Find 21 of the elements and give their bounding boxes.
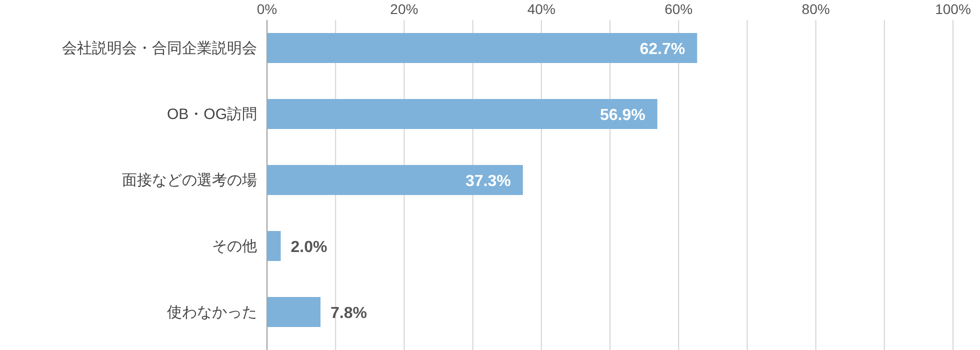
y-tick-label: 面接などの選考の場 — [122, 172, 257, 189]
x-tick-label: 80% — [802, 1, 830, 17]
bar — [267, 165, 523, 195]
x-tick-label: 0% — [256, 1, 278, 17]
data-label: 2.0% — [290, 239, 328, 256]
x-tick-label: 60% — [664, 1, 693, 17]
data-label: 7.8% — [330, 305, 367, 322]
bar — [267, 297, 321, 327]
x-tick-label: 40% — [527, 1, 556, 17]
y-tick-label: 使わなかった — [167, 304, 257, 321]
data-label: 37.3% — [466, 173, 511, 190]
y-tick-label: 会社説明会・合同企業説明会 — [62, 40, 257, 57]
bar — [267, 33, 698, 63]
data-label: 56.9% — [600, 107, 646, 124]
y-tick-label: その他 — [212, 238, 257, 255]
x-tick-label: 20% — [390, 1, 418, 17]
bar — [267, 99, 658, 129]
y-tick-label: OB・OG訪問 — [166, 106, 257, 123]
x-tick-label: 100% — [935, 1, 971, 17]
data-label: 62.7% — [640, 41, 686, 58]
bar — [267, 231, 281, 261]
